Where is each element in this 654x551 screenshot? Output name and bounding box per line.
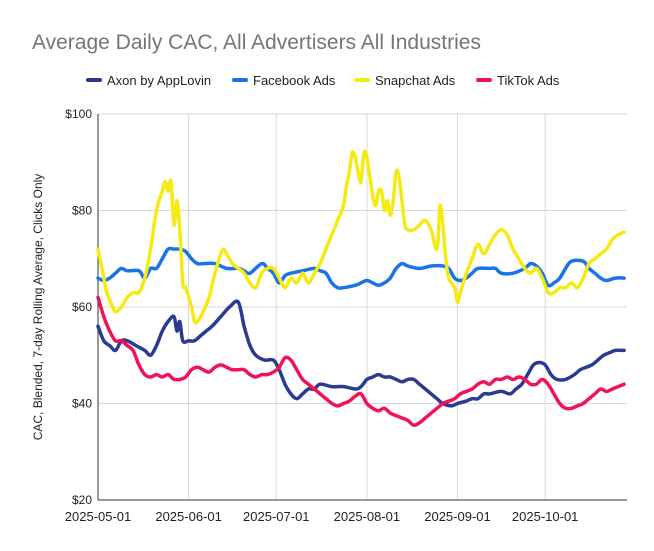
chart-title: Average Daily CAC, All Advertisers All I… (32, 31, 481, 54)
y-tick-label: $100 (65, 107, 92, 121)
x-tick-label: 2025-05-01 (65, 509, 132, 524)
x-tick-label: 2025-10-01 (512, 509, 579, 524)
x-axis-ticks: 2025-05-01 2025-06-01 2025-07-01 2025-08-01… (65, 509, 579, 524)
legend-label-axon-by-applovin: Axon by AppLovin (107, 73, 211, 88)
x-tick-label: 2025-09-01 (424, 509, 491, 524)
y-tick-label: $40 (72, 397, 92, 411)
legend-label-snapchat-ads: Snapchat Ads (375, 73, 456, 88)
legend: Axon by AppLovin Facebook Ads Snapchat Ads… (86, 73, 560, 88)
y-tick-label: $20 (72, 493, 92, 507)
legend-label-tiktok-ads: TikTok Ads (497, 73, 560, 88)
y-tick-label: $60 (72, 300, 92, 314)
y-axis-ticks: $20 $40 $60 $80 $100 (65, 107, 92, 507)
gridlines (97, 113, 627, 501)
x-tick-label: 2025-06-01 (155, 509, 222, 524)
series-line-facebook-ads (96, 246, 626, 290)
series-lines (96, 149, 626, 428)
series-line-tiktok-ads (96, 295, 626, 428)
x-tick-label: 2025-08-01 (334, 509, 401, 524)
x-tick-label: 2025-07-01 (243, 509, 310, 524)
y-axis-label: CAC, Blended, 7-day Rolling Average, Cli… (31, 174, 45, 441)
series-line-snapchat-ads (96, 149, 626, 325)
series-line-axon-by-applovin (96, 299, 626, 408)
y-tick-label: $80 (72, 204, 92, 218)
legend-label-facebook-ads: Facebook Ads (253, 73, 336, 88)
